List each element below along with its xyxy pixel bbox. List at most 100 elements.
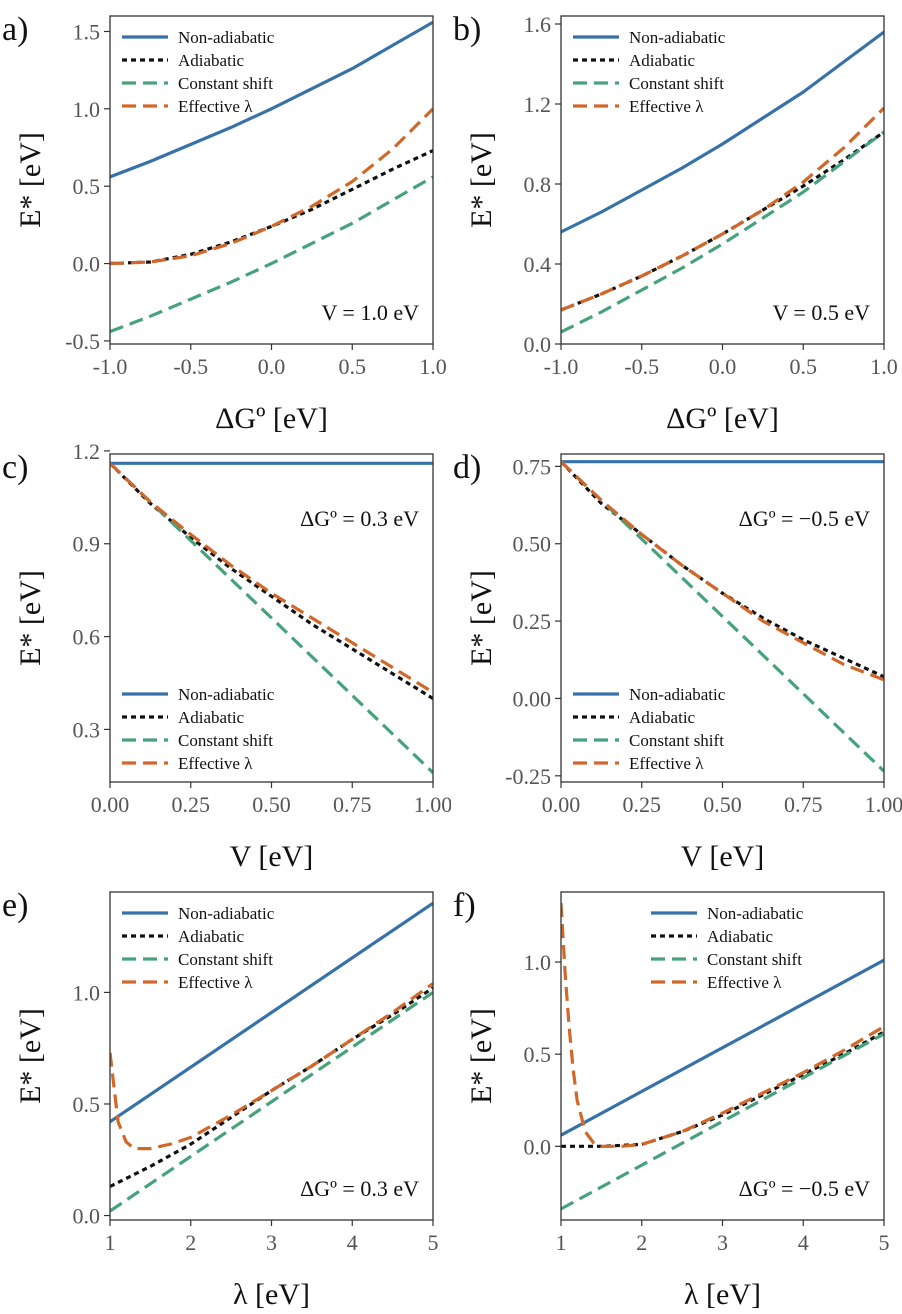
series-line-effective_lambda xyxy=(110,107,433,266)
x-tick-label: 0.50 xyxy=(252,792,291,817)
legend-label-effective_lambda: Effective λ xyxy=(629,97,704,116)
y-tick-label: 1.0 xyxy=(524,950,552,975)
panel-label: d) xyxy=(453,449,481,486)
x-tick-label: 1.00 xyxy=(865,792,902,817)
y-axis-label: E* [eV] xyxy=(465,132,498,228)
x-axis-label: V [eV] xyxy=(230,840,314,873)
chart-panel-b: b) -1.0 -0.5 0.0 0.5 1.0 0.0 0.4 0.8 1.2 1.6 ΔGº [e… xyxy=(453,11,898,435)
panel-label: a) xyxy=(2,11,28,48)
legend-label-constant_shift: Constant shift xyxy=(178,950,273,969)
series-line-constant_shift xyxy=(110,175,433,334)
x-tick-label: 0.50 xyxy=(703,792,742,817)
y-tick-label: 0.25 xyxy=(513,609,552,634)
x-tick-label: 4 xyxy=(798,1230,809,1255)
legend-label-constant_shift: Constant shift xyxy=(178,731,273,750)
x-tick-label: -0.5 xyxy=(624,354,659,379)
legend-label-effective_lambda: Effective λ xyxy=(629,754,704,773)
x-tick-label: 0.75 xyxy=(784,792,823,817)
x-tick-label: 1.0 xyxy=(870,354,898,379)
series-line-constant_shift xyxy=(110,991,433,1213)
series-line-non_adiabatic xyxy=(110,20,433,179)
x-tick-label: 2 xyxy=(636,1230,647,1255)
x-tick-label: 0.5 xyxy=(790,354,818,379)
plot-series-group xyxy=(561,903,884,1211)
annotation-text: ΔGº = −0.5 eV xyxy=(739,1176,870,1201)
x-tick-label: 5 xyxy=(879,1230,890,1255)
legend-label-constant_shift: Constant shift xyxy=(629,74,724,93)
y-axis-label: E* [eV] xyxy=(465,570,498,666)
x-tick-label: 0.0 xyxy=(258,354,286,379)
chart-panel-d: d) 0.00 0.25 0.50 0.75 1.00 -0.25 0.00 0.25 0.50 0… xyxy=(453,449,902,873)
legend-label-adiabatic: Adiabatic xyxy=(178,708,245,727)
chart-panel-f: f) 1 2 3 4 5 0.0 0.5 1.0 λ [eV] E* [eV] ΔGº = −0.5 … xyxy=(453,887,890,1311)
x-axis-label: ΔGº [eV] xyxy=(215,402,328,435)
y-axis-label: E* [eV] xyxy=(14,570,47,666)
y-tick-label: -0.5 xyxy=(65,329,100,354)
chart-panel-e: e) 1 2 3 4 5 0.0 0.5 1.0 λ [eV] E* [eV] ΔGº = 0.3 e… xyxy=(2,887,439,1311)
annotation-text: ΔGº = 0.3 eV xyxy=(300,1176,419,1201)
y-tick-label: 0.6 xyxy=(73,625,101,650)
y-tick-label: 0.5 xyxy=(524,1042,552,1067)
legend: Non-adiabatic Adiabatic Constant shift Effe… xyxy=(573,685,726,773)
legend-label-effective_lambda: Effective λ xyxy=(178,754,253,773)
x-tick-label: 0.0 xyxy=(709,354,737,379)
y-tick-label: 0.5 xyxy=(73,174,101,199)
x-tick-label: 0.00 xyxy=(91,792,130,817)
series-line-constant_shift xyxy=(561,1032,884,1211)
annotation-text: V = 1.0 eV xyxy=(321,300,419,325)
panel-label: c) xyxy=(2,449,28,486)
x-tick-label: 0.75 xyxy=(333,792,372,817)
legend-label-constant_shift: Constant shift xyxy=(629,731,724,750)
y-tick-label: 0.00 xyxy=(513,686,552,711)
x-tick-label: 0.00 xyxy=(542,792,581,817)
y-tick-label: 1.6 xyxy=(524,12,552,37)
plot-frame xyxy=(560,15,885,345)
x-tick-label: -1.0 xyxy=(93,354,128,379)
annotation-text: V = 0.5 eV xyxy=(772,300,870,325)
legend-label-adiabatic: Adiabatic xyxy=(178,927,245,946)
y-tick-label: 0.3 xyxy=(73,717,101,742)
legend-label-non_adiabatic: Non-adiabatic xyxy=(629,685,726,704)
legend: Non-adiabatic Adiabatic Constant shift Effe… xyxy=(573,28,726,116)
x-tick-label: 0.5 xyxy=(339,354,367,379)
legend: Non-adiabatic Adiabatic Constant shift Effe… xyxy=(122,28,275,116)
y-axis-label: E* [eV] xyxy=(465,1008,498,1104)
y-tick-label: 0.0 xyxy=(73,1204,101,1229)
x-tick-label: 2 xyxy=(185,1230,196,1255)
legend: Non-adiabatic Adiabatic Constant shift Effe… xyxy=(122,904,275,992)
y-tick-label: 0.0 xyxy=(524,332,552,357)
x-tick-label: 1.00 xyxy=(414,792,451,817)
panel-label: b) xyxy=(453,11,481,48)
annotation-text: ΔGº = −0.5 eV xyxy=(739,506,870,531)
plot-series-group xyxy=(110,901,433,1213)
y-tick-label: 1.2 xyxy=(524,92,552,117)
plot-series-group xyxy=(110,461,433,774)
series-line-non_adiabatic xyxy=(110,901,433,1124)
y-tick-label: 1.0 xyxy=(73,97,101,122)
legend-label-non_adiabatic: Non-adiabatic xyxy=(178,904,275,923)
y-tick-label: 0.9 xyxy=(73,532,101,557)
x-tick-label: 1.0 xyxy=(419,354,447,379)
legend: Non-adiabatic Adiabatic Constant shift Effe… xyxy=(122,685,275,773)
legend-label-adiabatic: Adiabatic xyxy=(629,708,696,727)
y-tick-label: 0.4 xyxy=(524,252,552,277)
plot-series-group xyxy=(561,460,884,773)
series-line-adiabatic xyxy=(561,460,884,679)
x-tick-label: 1 xyxy=(556,1230,567,1255)
y-tick-label: 0.50 xyxy=(513,532,552,557)
y-axis-label: E* [eV] xyxy=(14,132,47,228)
y-axis-label: E* [eV] xyxy=(14,1008,47,1104)
series-line-adiabatic xyxy=(110,149,433,266)
y-tick-label: 1.0 xyxy=(73,980,101,1005)
annotation-text: ΔGº = 0.3 eV xyxy=(300,506,419,531)
plot-frame xyxy=(109,15,434,345)
series-line-effective_lambda xyxy=(561,106,884,312)
legend-label-effective_lambda: Effective λ xyxy=(707,973,782,992)
plot-frame xyxy=(109,891,434,1221)
legend-label-adiabatic: Adiabatic xyxy=(629,51,696,70)
legend-label-constant_shift: Constant shift xyxy=(707,950,802,969)
series-line-effective_lambda xyxy=(110,982,433,1151)
series-line-effective_lambda xyxy=(561,460,884,682)
